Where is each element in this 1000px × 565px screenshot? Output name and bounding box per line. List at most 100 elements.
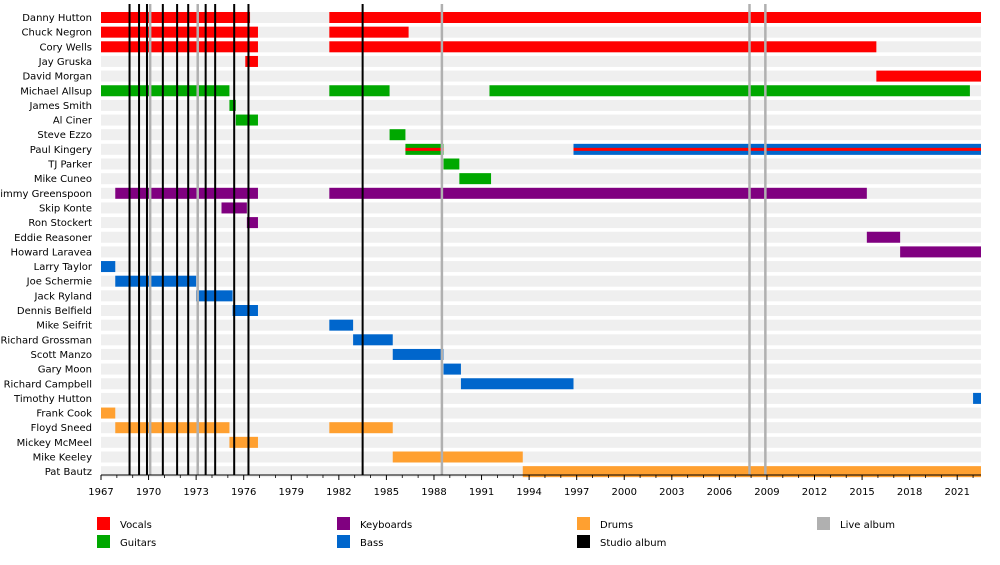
member-name: Larry Taylor [34, 262, 93, 273]
member-bar [229, 436, 258, 448]
legend-swatch-keyboards [337, 517, 350, 530]
member-bar [329, 187, 867, 199]
legend-swatch-bass [337, 535, 350, 548]
member-name: Floyd Sneed [31, 423, 92, 434]
row-background [101, 158, 981, 170]
legend-label-drums: Drums [600, 520, 633, 531]
member-name: Frank Cook [36, 409, 92, 420]
member-bar [101, 261, 116, 273]
x-tick-label: 2021 [944, 487, 969, 498]
member-bar [115, 422, 230, 434]
member-bar [329, 422, 393, 434]
member-bar [101, 85, 230, 97]
member-bar [353, 334, 393, 346]
x-tick-label: 2018 [897, 487, 922, 498]
member-name: Ron Stockert [28, 218, 92, 229]
member-bar [329, 85, 390, 97]
member-name: Michael Allsup [20, 86, 92, 97]
member-name: Paul Kingery [30, 145, 92, 156]
x-tick-label: 2012 [802, 487, 827, 498]
member-name: Pat Bautz [45, 467, 92, 478]
member-bar [101, 41, 258, 53]
member-name: Chuck Negron [22, 28, 92, 39]
member-bar-accent [405, 147, 444, 151]
album-release-lines [128, 4, 767, 475]
member-bar [232, 305, 258, 316]
member-name: Dennis Belfield [17, 306, 92, 317]
row-background [101, 173, 981, 185]
row-background [101, 26, 981, 38]
row-background [101, 143, 981, 155]
row-background [101, 334, 981, 346]
member-bar [101, 12, 251, 23]
row-background [101, 363, 981, 375]
member-name: TJ Parker [47, 160, 93, 171]
row-background [101, 129, 981, 141]
member-bar [973, 392, 981, 404]
row-background [101, 436, 981, 448]
member-bar [389, 129, 406, 141]
x-tick-label: 1991 [469, 487, 494, 498]
member-bar [329, 41, 877, 53]
member-bar [900, 246, 981, 258]
member-bar [115, 187, 258, 199]
member-name: Al Ciner [53, 116, 93, 127]
legend-label-keyboards: Keyboards [360, 520, 412, 531]
row-background [101, 99, 981, 111]
member-name: James Smith [29, 101, 93, 112]
x-tick-label: 2006 [707, 487, 732, 498]
member-bar [245, 55, 258, 67]
member-name: Mickey McMeel [17, 438, 92, 449]
x-tick-label: 1967 [88, 487, 113, 498]
x-tick-label: 2009 [754, 487, 779, 498]
x-tick-label: 2000 [612, 487, 637, 498]
row-background [101, 246, 981, 258]
x-tick-label: 1973 [183, 487, 208, 498]
x-tick-label: 1994 [516, 487, 541, 498]
member-name: Cory Wells [39, 42, 92, 53]
member-name: Jay Gruska [38, 57, 92, 68]
member-bar [329, 319, 354, 331]
member-bar [329, 26, 409, 38]
member-name: David Morgan [22, 72, 92, 83]
legend-swatch-vocals [97, 517, 110, 530]
row-background [101, 407, 981, 419]
member-name: Jack Ryland [34, 291, 92, 302]
row-background [101, 114, 981, 126]
member-bar [443, 158, 460, 170]
member-name: Joe Schermie [26, 277, 92, 288]
member-name: Mike Cuneo [34, 174, 92, 185]
legend: Vocals Keyboards Drums Live album Guitars Bas… [97, 517, 895, 549]
legend-label-vocals: Vocals [120, 520, 152, 531]
member-bar [489, 85, 970, 97]
member-name: Eddie Reasoner [14, 233, 93, 244]
x-tick-label: 1982 [326, 487, 351, 498]
member-bar [522, 466, 981, 478]
member-name: Timothy Hutton [13, 394, 92, 405]
member-name: Mike Keeley [33, 453, 92, 464]
legend-label-studio-album: Studio album [600, 538, 666, 549]
row-background [101, 261, 981, 273]
x-tick-label: 1979 [279, 487, 304, 498]
member-bar [229, 99, 236, 111]
member-name: Steve Ezzo [37, 130, 92, 141]
row-background [101, 217, 981, 229]
row-background [101, 422, 981, 434]
member-bar [235, 114, 258, 126]
member-name: Howard Laravea [10, 247, 92, 258]
legend-swatch-guitars [97, 535, 110, 548]
member-name: Jimmy Greenspoon [0, 189, 92, 200]
member-bar [459, 173, 492, 185]
member-names: Danny Hutton Chuck Negron Cory Wells Jay Gr… [0, 13, 93, 478]
member-bar [392, 451, 523, 463]
member-name: Skip Konte [39, 203, 92, 214]
member-bar [460, 378, 574, 390]
member-bar-accent [573, 147, 981, 151]
row-background [101, 319, 981, 331]
member-bar [866, 231, 901, 243]
member-bar [115, 275, 197, 287]
legend-label-bass: Bass [360, 538, 383, 549]
member-bar [329, 12, 981, 23]
x-tick-label: 1976 [231, 487, 256, 498]
